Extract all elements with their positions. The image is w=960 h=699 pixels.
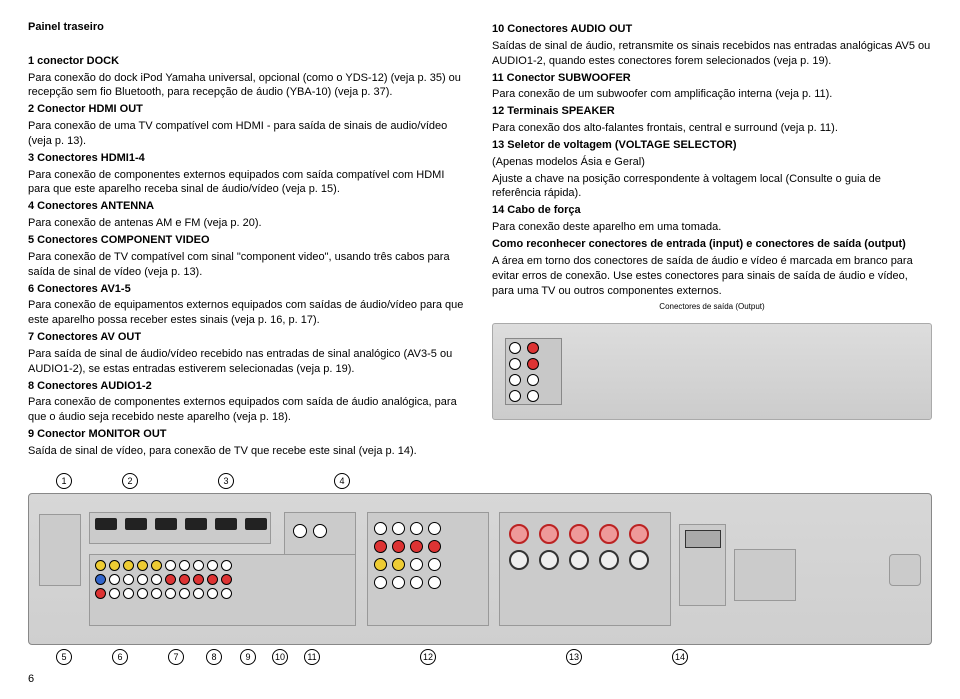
sec13-heading: 13 Seletor de voltagem (VOLTAGE SELECTOR…: [492, 138, 932, 153]
sec13-text1: (Apenas modelos Ásia e Geral): [492, 155, 932, 170]
output-connectors-diagram: [492, 323, 932, 420]
sec11-heading: 11 Conector SUBWOOFER: [492, 71, 932, 86]
callout-8: 8: [206, 649, 222, 665]
sec8-text: Para conexão de componentes externos equ…: [28, 395, 468, 425]
left-column: Painel traseiro 1 conector DOCK Para con…: [28, 20, 468, 461]
panel-title: Painel traseiro: [28, 20, 468, 35]
rear-panel-diagram-section: 1 2 3 4: [28, 473, 932, 665]
sec4-heading: 4 Conectores ANTENNA: [28, 199, 468, 214]
sec4-text: Para conexão de antenas AM e FM (veja p.…: [28, 216, 468, 231]
sec8-heading: 8 Conectores AUDIO1-2: [28, 379, 468, 394]
callout-14: 14: [672, 649, 688, 665]
sec13-text2: Ajuste a chave na posição correspondente…: [492, 172, 932, 202]
sec5-heading: 5 Conectores COMPONENT VIDEO: [28, 233, 468, 248]
sec9-heading: 9 Conector MONITOR OUT: [28, 427, 468, 442]
sec12-heading: 12 Terminais SPEAKER: [492, 104, 932, 119]
sec5-text: Para conexão de TV compatível com sinal …: [28, 250, 468, 280]
sec6-text: Para conexão de equipamentos externos eq…: [28, 298, 468, 328]
sec1-heading: 1 conector DOCK: [28, 54, 468, 69]
sec2-heading: 2 Conector HDMI OUT: [28, 102, 468, 117]
sec1-text: Para conexão do dock iPod Yamaha univers…: [28, 71, 468, 101]
callouts-top-row: 1 2 3 4: [56, 473, 932, 489]
right-column: 10 Conectores AUDIO OUT Saídas de sinal …: [492, 20, 932, 461]
callout-4: 4: [334, 473, 350, 489]
sec15-heading: Como reconhecer conectores de entrada (i…: [492, 237, 932, 252]
sec7-text: Para saída de sinal de áudio/vídeo receb…: [28, 347, 468, 377]
callout-7: 7: [168, 649, 184, 665]
callout-11: 11: [304, 649, 320, 665]
sec15-text: A área em torno dos conectores de saída …: [492, 254, 932, 299]
sec12-text: Para conexão dos alto-falantes frontais,…: [492, 121, 932, 136]
callout-9: 9: [240, 649, 256, 665]
callout-13: 13: [566, 649, 582, 665]
rear-panel-diagram: [28, 493, 932, 645]
callouts-bottom-row: 5 6 7 8 9 10 11 12 13 14: [56, 649, 932, 665]
callout-12: 12: [420, 649, 436, 665]
sec2-text: Para conexão de uma TV compatível com HD…: [28, 119, 468, 149]
small-diagram-caption: Conectores de saída (Output): [492, 302, 932, 313]
sec3-text: Para conexão de componentes externos equ…: [28, 168, 468, 198]
sec14-text: Para conexão deste aparelho em uma tomad…: [492, 220, 932, 235]
callout-10: 10: [272, 649, 288, 665]
callout-3: 3: [218, 473, 234, 489]
sec14-heading: 14 Cabo de força: [492, 203, 932, 218]
sec3-heading: 3 Conectores HDMI1-4: [28, 151, 468, 166]
sec11-text: Para conexão de um subwoofer com amplifi…: [492, 87, 932, 102]
sec10-heading: 10 Conectores AUDIO OUT: [492, 22, 932, 37]
callout-6: 6: [112, 649, 128, 665]
callout-2: 2: [122, 473, 138, 489]
callout-5: 5: [56, 649, 72, 665]
page-number: 6: [28, 672, 34, 687]
sec9-text: Saída de sinal de vídeo, para conexão de…: [28, 444, 468, 459]
sec6-heading: 6 Conectores AV1-5: [28, 282, 468, 297]
sec7-heading: 7 Conectores AV OUT: [28, 330, 468, 345]
callout-1: 1: [56, 473, 72, 489]
sec10-text: Saídas de sinal de áudio, retransmite os…: [492, 39, 932, 69]
